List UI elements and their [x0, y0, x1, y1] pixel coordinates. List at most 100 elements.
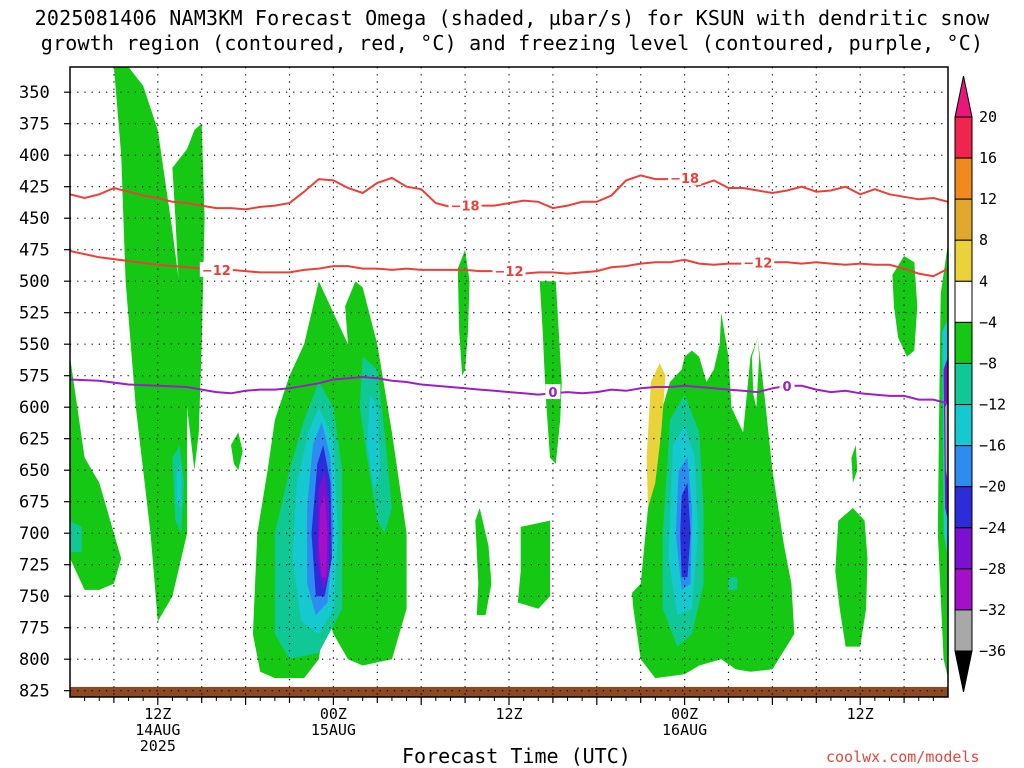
contour-label-bg	[545, 384, 561, 400]
colorbar-label: 12	[979, 190, 997, 208]
contour-label-0-0: −18	[451, 200, 480, 215]
y-tick-label: 400	[19, 146, 50, 166]
colorbar-segment	[954, 239, 973, 282]
y-tick-label: 775	[19, 619, 50, 639]
contour-label-bg	[448, 197, 482, 213]
x-tick-label: 00Z	[320, 705, 347, 723]
x-tick-label: 12Z	[495, 705, 522, 723]
x-tick-label: 15AUG	[311, 721, 356, 739]
omega-region-3	[231, 432, 243, 471]
omega-region-35	[699, 79, 711, 118]
y-tick-label: 625	[19, 430, 50, 450]
y-tick-label: 675	[19, 493, 50, 513]
x-tick-label: 14AUG	[135, 721, 180, 739]
contour-label-1-1: −12	[495, 265, 524, 280]
colorbar-segment	[954, 157, 973, 200]
colorbar-label: −8	[979, 354, 997, 372]
contour-label-2-0: 0	[548, 386, 557, 401]
colorbar-segment	[954, 280, 973, 323]
omega-region-10	[835, 508, 868, 647]
contour-label-0-1: −18	[670, 172, 699, 187]
omega-region-7	[517, 520, 550, 609]
omega-region-0	[113, 67, 188, 622]
plot-background	[70, 67, 948, 697]
y-tick-label: 475	[19, 241, 50, 261]
y-tick-label: 750	[19, 587, 50, 607]
omega-region-31	[318, 495, 328, 578]
contour-label-bg	[199, 261, 233, 277]
colorbar-label: −20	[979, 478, 1006, 496]
x-tick-label: 12Z	[847, 705, 874, 723]
colorbar-segment	[954, 527, 973, 570]
omega-region-18	[70, 520, 82, 553]
y-tick-label: 700	[19, 524, 50, 544]
omega-region-8	[539, 281, 562, 464]
contour-label-1-0: −12	[202, 264, 231, 279]
y-tick-label: 575	[19, 367, 50, 387]
colorbar-segment	[954, 198, 973, 241]
terrain-surface	[70, 686, 948, 697]
contour-label-bg	[668, 169, 702, 185]
contour-label-bg	[779, 377, 795, 393]
colorbar-segment	[954, 486, 973, 529]
colorbar-label: 16	[979, 149, 997, 167]
omega-region-13	[851, 445, 858, 483]
colorbar-segment	[954, 568, 973, 611]
omega-region-2	[70, 356, 122, 590]
x-tick-label: 12Z	[144, 705, 171, 723]
omega-region-28	[680, 482, 691, 578]
colorbar-label: 8	[979, 231, 988, 249]
colorbar-label: −24	[979, 519, 1006, 537]
contour-label-1-2: −12	[743, 256, 772, 271]
colorbar-label: 4	[979, 272, 988, 290]
contour-line-0	[70, 174, 948, 211]
colorbar-segment	[954, 362, 973, 406]
omega-region-1	[172, 123, 205, 471]
y-tick-label: 825	[19, 682, 50, 702]
colorbar-label: −4	[979, 313, 997, 331]
colorbar-label: −12	[979, 396, 1006, 414]
y-tick-label: 550	[19, 335, 50, 355]
colorbar-over-arrow	[954, 75, 973, 118]
y-tick-label: 650	[19, 461, 50, 481]
omega-region-23	[176, 463, 182, 508]
colorbar-segment	[954, 609, 973, 652]
y-tick-label: 525	[19, 304, 50, 324]
colorbar-segment	[954, 321, 973, 364]
colorbar-label: −36	[979, 642, 1006, 660]
colorbar-label: −28	[979, 560, 1006, 578]
y-tick-label: 500	[19, 272, 50, 292]
colorbar-segment	[954, 116, 973, 159]
contour-line-1	[70, 250, 948, 278]
colorbar-under-arrow	[954, 650, 973, 693]
contour-label-bg	[492, 263, 526, 279]
x-tick-label: 2025	[140, 737, 176, 755]
x-tick-label: 00Z	[671, 705, 698, 723]
colorbar-label: −16	[979, 437, 1006, 455]
y-tick-label: 800	[19, 650, 50, 670]
x-axis-title: Forecast Time (UTC)	[402, 744, 631, 768]
chart-title-line2: growth region (contoured, red, °C) and f…	[40, 31, 984, 55]
contour-label-2-1: 0	[783, 380, 792, 395]
omega-region-6	[475, 508, 492, 616]
y-tick-label: 450	[19, 209, 50, 229]
y-tick-label: 725	[19, 556, 50, 576]
colorbar-segment	[954, 404, 973, 447]
omega-region-36	[751, 337, 760, 408]
x-tick-label: 16AUG	[662, 721, 707, 739]
omega-region-33	[257, 142, 297, 458]
y-tick-label: 350	[19, 83, 50, 103]
omega-region-19	[728, 577, 738, 590]
y-tick-label: 425	[19, 178, 50, 198]
omega-region-37	[646, 363, 666, 508]
colorbar-label: −32	[979, 601, 1006, 619]
y-tick-label: 600	[19, 398, 50, 418]
contour-label-bg	[741, 254, 775, 270]
chart-title-line1: 2025081406 NAM3KM Forecast Omega (shaded…	[34, 6, 990, 30]
credit-text: coolwx.com/models	[826, 748, 980, 766]
omega-region-21	[367, 394, 381, 490]
y-tick-label: 375	[19, 115, 50, 135]
colorbar-label: 20	[979, 108, 997, 126]
colorbar-segment	[954, 445, 973, 488]
